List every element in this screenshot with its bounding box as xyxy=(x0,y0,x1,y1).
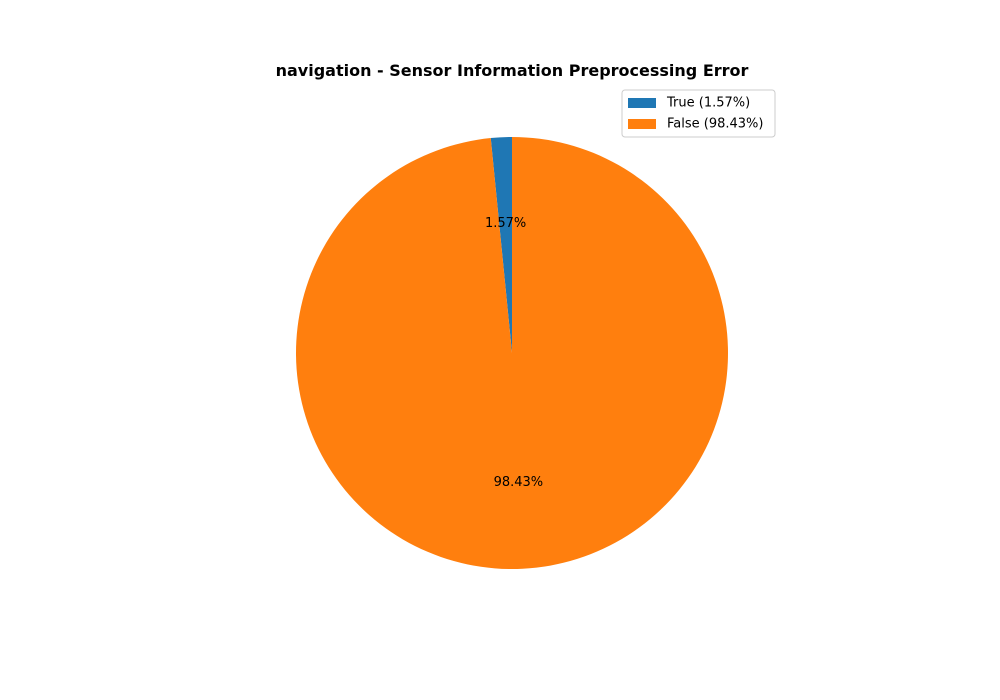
legend: True (1.57%) False (98.43%) xyxy=(621,89,776,138)
chart-title: navigation - Sensor Information Preproce… xyxy=(276,61,749,80)
pie-labels: 1.57% 98.43% xyxy=(485,216,543,490)
slice-label-false: 98.43% xyxy=(494,475,544,490)
legend-swatch-true xyxy=(628,98,656,108)
legend-entries: True (1.57%) False (98.43%) xyxy=(628,96,763,132)
pie-slices xyxy=(295,137,728,569)
legend-frame xyxy=(621,89,776,138)
legend-label-true: True (1.57%) xyxy=(666,96,750,111)
legend-swatch-false xyxy=(628,119,656,129)
legend-label-false: False (98.43%) xyxy=(667,117,763,132)
pie-slice-true xyxy=(490,137,512,353)
pie-slice-false xyxy=(295,137,728,569)
slice-label-true: 1.57% xyxy=(485,216,526,231)
